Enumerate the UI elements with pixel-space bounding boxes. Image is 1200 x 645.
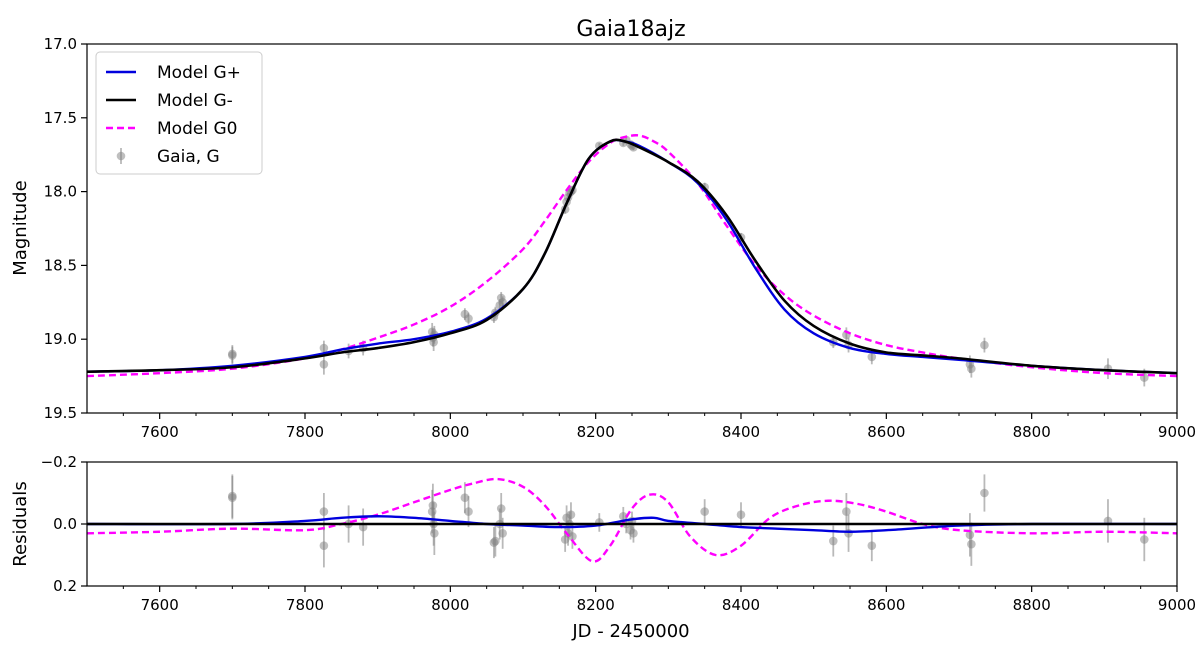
legend-label-gaia-g: Gaia, G — [157, 147, 220, 167]
mag-x-tick-label: 7800 — [286, 423, 324, 441]
mag-data-point — [498, 298, 507, 307]
resid-data-point — [867, 541, 877, 550]
magnitude-axis-label: Magnitude — [10, 180, 31, 275]
resid-data-point — [844, 529, 853, 538]
resid-x-tick-label: 8600 — [867, 596, 905, 614]
resid-data-point — [980, 488, 989, 498]
mag-series-model-g — [87, 138, 1177, 375]
mag-x-tick-label: 8600 — [867, 423, 905, 441]
mag-y-tick-label: 17.0 — [44, 35, 77, 53]
mag-data-point — [967, 364, 976, 374]
legend-box — [95, 51, 263, 175]
residuals-panel: 7600 7800 8000 8200 8400 8600 8800 9000 −0.2 0.0 0… — [41, 453, 1197, 614]
resid-y-tick-label: 0.2 — [53, 577, 77, 595]
resid-data-point — [228, 493, 237, 502]
residuals-axis-label: Residuals — [10, 481, 31, 566]
resid-data-point — [460, 493, 470, 502]
mag-data-point — [228, 351, 237, 360]
resid-data-point — [496, 504, 506, 513]
mag-x-tick-label: 8200 — [577, 423, 615, 441]
resid-data-point — [319, 507, 329, 516]
resid-data-point — [430, 529, 439, 538]
magnitude-panel: 7600 7800 8000 8200 8400 8600 8800 9000 17.0 17.5… — [44, 35, 1197, 441]
mag-y-tick-label: 19.5 — [44, 404, 77, 422]
resid-data-point — [568, 532, 577, 541]
resid-data-point — [967, 539, 976, 549]
resid-axes-frame — [86, 461, 1178, 587]
resid-x-tick-label: 7800 — [286, 596, 324, 614]
mag-data-point — [867, 352, 877, 362]
legend-label-model-g0: Model G0 — [157, 119, 237, 139]
resid-x-tick-label: 8400 — [722, 596, 760, 614]
mag-data-point — [464, 314, 473, 323]
resid-data-point — [700, 507, 709, 516]
mag-data-point — [319, 343, 329, 353]
resid-data-point — [491, 536, 500, 546]
resid-x-tick-label: 8000 — [431, 596, 469, 614]
resid-data-point — [736, 510, 746, 519]
resid-x-tick-label: 7600 — [141, 596, 179, 614]
mag-x-tick-label: 8400 — [722, 423, 760, 441]
mag-y-tick-label: 19.0 — [44, 330, 77, 348]
legend: Model G+ Model G- Model G0 Gaia, G — [95, 51, 263, 175]
resid-data-point — [828, 536, 838, 546]
resid-data-point — [1140, 535, 1149, 544]
mag-x-tick-label: 7600 — [141, 423, 179, 441]
resid-data-point — [498, 529, 507, 538]
legend-swatch-gaia-g — [116, 151, 126, 161]
mag-y-tick-label: 18.5 — [44, 256, 77, 274]
mag-series-model-g — [87, 138, 1177, 375]
mag-x-tick-label: 9000 — [1158, 423, 1196, 441]
resid-data-point — [464, 507, 473, 516]
legend-label-model-g: Model G+ — [157, 63, 241, 83]
resid-x-tick-label: 9000 — [1158, 596, 1196, 614]
x-axis-label: JD - 2450000 — [571, 621, 689, 642]
mag-x-tick-label: 8000 — [431, 423, 469, 441]
resid-x-tick-label: 8800 — [1013, 596, 1051, 614]
mag-series-model-g0 — [87, 134, 1177, 378]
resid-data-point — [842, 507, 851, 516]
mag-x-tick-label: 8800 — [1013, 423, 1051, 441]
resid-data-point — [319, 541, 329, 550]
mag-data-point — [319, 359, 329, 369]
legend-label-model-g: Model G- — [157, 91, 233, 111]
resid-data-point — [629, 529, 638, 538]
mag-y-tick-label: 17.5 — [44, 109, 77, 127]
mag-y-tick-label: 18.0 — [44, 183, 77, 201]
mag-data-point — [980, 340, 989, 350]
resid-x-tick-label: 8200 — [577, 596, 615, 614]
resid-data-point — [566, 510, 576, 519]
chart-title: Gaia18ajz — [576, 17, 685, 42]
resid-series-model-g — [87, 515, 1177, 533]
resid-y-tick-label: 0.0 — [53, 515, 77, 533]
resid-y-tick-label: −0.2 — [41, 453, 77, 471]
mag-axes-frame — [86, 43, 1178, 414]
